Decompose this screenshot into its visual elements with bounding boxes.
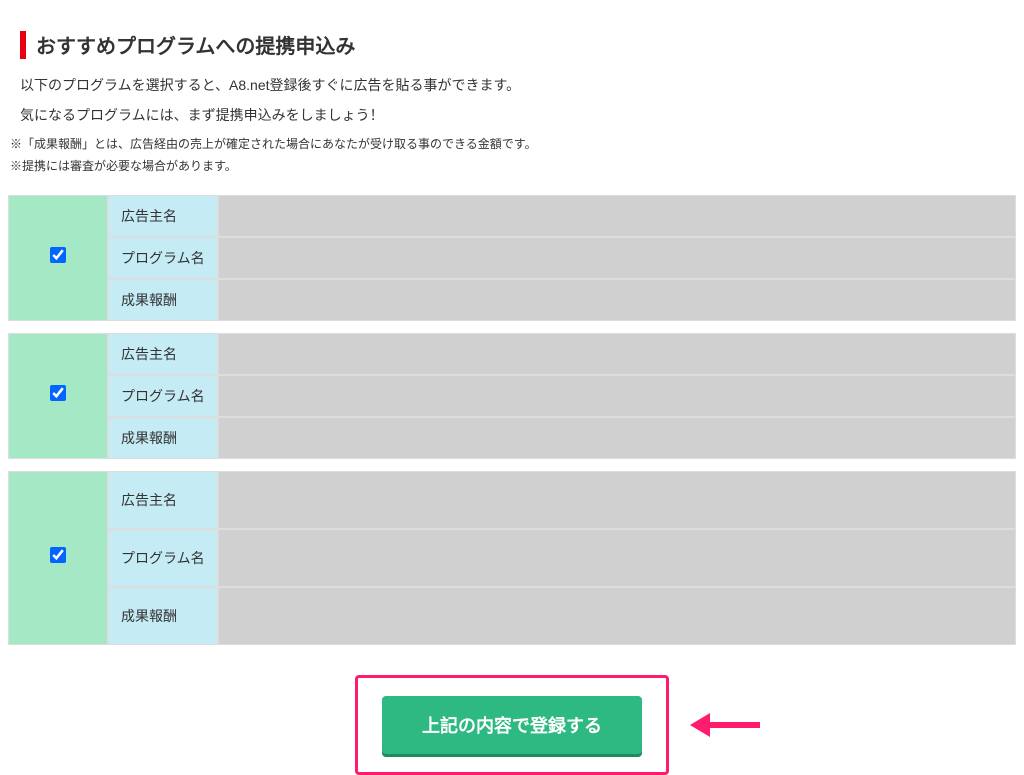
advertiser-content [218,471,1016,529]
label-cell: プログラム名 [108,375,218,417]
button-highlight-frame: 上記の内容で登録する [355,675,669,775]
advertiser-content [218,195,1016,237]
program-checkbox-3[interactable] [50,547,66,563]
label-cell: プログラム名 [108,237,218,279]
page-title: おすすめプログラムへの提携申込み [36,30,355,59]
reward-label: 成果報酬 [109,280,217,320]
description-line-2: 気になるプログラムには、まず提携申込みをしましょう！ [20,104,1004,126]
note-1: ※「成果報酬」とは、広告経由の売上が確定された場合にあなたが受け取る事のできる金… [10,135,1004,153]
program-checkbox-1[interactable] [50,247,66,263]
reward-content [218,417,1016,459]
program-table-1: 広告主名 プログラム名 成果報酬 [8,195,1016,321]
arrow-head-icon [690,713,710,737]
program-label: プログラム名 [109,530,217,586]
reward-content [218,587,1016,645]
checkbox-cell [8,333,108,459]
page-title-wrapper: おすすめプログラムへの提携申込み [20,30,1024,59]
reward-label: 成果報酬 [109,418,217,458]
advertiser-content [218,333,1016,375]
label-cell: 広告主名 [108,195,218,237]
program-content [218,237,1016,279]
reward-content [218,279,1016,321]
label-cell: 成果報酬 [108,279,218,321]
button-container: 上記の内容で登録する [0,675,1024,775]
title-accent-bar [20,31,26,59]
label-cell: 成果報酬 [108,417,218,459]
label-cell: 広告主名 [108,333,218,375]
program-content [218,529,1016,587]
advertiser-label: 広告主名 [109,196,217,236]
program-label: プログラム名 [109,376,217,416]
checkbox-cell [8,195,108,321]
program-content [218,375,1016,417]
program-table-2: 広告主名 プログラム名 成果報酬 [8,333,1016,459]
label-cell: 広告主名 [108,471,218,529]
program-label: プログラム名 [109,238,217,278]
label-cell: プログラム名 [108,529,218,587]
description-line-1: 以下のプログラムを選択すると、A8.net登録後すぐに広告を貼る事ができます。 [20,74,1004,96]
advertiser-label: 広告主名 [109,334,217,374]
note-2: ※提携には審査が必要な場合があります。 [10,157,1004,175]
checkbox-cell [8,471,108,645]
arrow-annotation [690,713,760,737]
program-checkbox-2[interactable] [50,385,66,401]
reward-label: 成果報酬 [109,588,217,644]
label-cell: 成果報酬 [108,587,218,645]
advertiser-label: 広告主名 [109,472,217,528]
register-button[interactable]: 上記の内容で登録する [382,696,642,754]
arrow-line [710,722,760,728]
program-table-3: 広告主名 プログラム名 成果報酬 [8,471,1016,645]
